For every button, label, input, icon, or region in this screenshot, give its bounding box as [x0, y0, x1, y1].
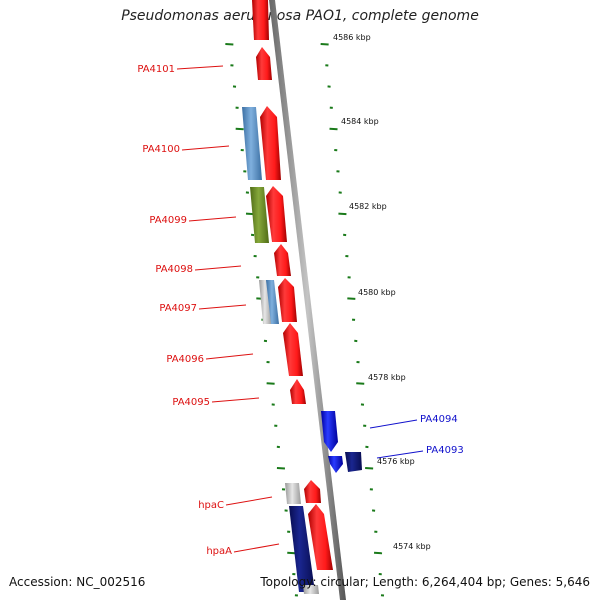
- gene-label-pa4096[interactable]: PA4096: [166, 354, 204, 365]
- gene-pa4093-a[interactable]: [328, 456, 343, 473]
- outer-ruler-tick: [356, 382, 365, 385]
- inner-ruler-ticks: [225, 43, 299, 597]
- outer-ruler-tick: [347, 297, 356, 300]
- gene-hpaa-grey-tail[interactable]: [303, 585, 319, 594]
- ruler-label-4584: 4584 kbp: [341, 117, 379, 126]
- outer-ruler-ticks: [320, 43, 385, 597]
- gene-pa4097[interactable]: [278, 278, 297, 322]
- gene-pa4097-grey[interactable]: [259, 280, 272, 324]
- gene-pa4097-steel[interactable]: [266, 280, 279, 324]
- inner-ruler-tick: [225, 43, 234, 46]
- outer-ruler-tick: [320, 43, 329, 46]
- gene-label-hpac[interactable]: hpaC: [198, 500, 224, 511]
- gene-label-pa4094[interactable]: PA4094: [420, 414, 458, 425]
- gene-pa4100-steel[interactable]: [242, 107, 262, 180]
- outer-ruler-tick: [373, 551, 383, 555]
- ruler-label-4586: 4586 kbp: [333, 33, 371, 42]
- gene-pa4094[interactable]: [321, 411, 338, 452]
- inner-ruler-tick: [287, 551, 296, 555]
- outer-ruler-tick: [365, 467, 374, 470]
- inner-ruler-tick: [235, 127, 244, 131]
- ruler-label-4574: 4574 kbp: [393, 542, 431, 551]
- ruler-label-4576: 4576 kbp: [377, 457, 415, 466]
- gene-pa4096[interactable]: [283, 323, 303, 376]
- accession-text: Accession: NC_002516: [9, 575, 146, 589]
- map-title: Pseudomonas aeruginosa PAO1, complete ge…: [121, 8, 479, 24]
- outer-ruler-tick: [329, 127, 338, 131]
- gene-pa4095[interactable]: [290, 379, 306, 404]
- gene-pa4100[interactable]: [260, 106, 281, 180]
- ruler-label-4580: 4580 kbp: [358, 288, 396, 297]
- inner-ruler-tick: [266, 382, 275, 385]
- outer-ruler-tick: [338, 212, 347, 216]
- gene-label-pa4093[interactable]: PA4093: [426, 445, 464, 456]
- gene-pa4099[interactable]: [266, 186, 287, 242]
- ruler-label-4582: 4582 kbp: [349, 202, 387, 211]
- gene-features: [242, 0, 362, 594]
- genome-backbone: [269, 0, 346, 600]
- inner-ruler-tick: [276, 467, 286, 470]
- gene-label-pa4100[interactable]: PA4100: [142, 144, 180, 155]
- gene-hpaa-navy[interactable]: [289, 506, 315, 592]
- gene-pa4098[interactable]: [274, 244, 291, 276]
- ruler-labels: 4586 kbp 4584 kbp 4582 kbp 4580 kbp 4578…: [333, 33, 431, 551]
- gene-hpac-grey[interactable]: [285, 483, 301, 504]
- gene-label-pa4099[interactable]: PA4099: [149, 215, 187, 226]
- gene-label-hpaa[interactable]: hpaA: [206, 546, 232, 557]
- genome-summary-text: Topology: circular; Length: 6,264,404 bp…: [260, 575, 590, 589]
- ruler-label-4578: 4578 kbp: [368, 373, 406, 382]
- gene-pa4099-olive[interactable]: [250, 187, 269, 243]
- gene-label-pa4101[interactable]: PA4101: [137, 64, 175, 75]
- gene-hpaa[interactable]: [308, 504, 333, 570]
- gene-label-pa4098[interactable]: PA4098: [155, 264, 193, 275]
- label-leader-lines: [176, 65, 424, 553]
- gene-hpac[interactable]: [304, 480, 321, 503]
- gene-labels: PA4101 PA4100 PA4099 PA4098 PA4097 PA409…: [137, 64, 463, 557]
- gene-pa4101[interactable]: [256, 47, 272, 80]
- gene-label-pa4097[interactable]: PA4097: [159, 303, 197, 314]
- gene-pa4101-top[interactable]: [252, 0, 269, 40]
- gene-label-pa4095[interactable]: PA4095: [172, 397, 210, 408]
- gene-pa4093-b[interactable]: [345, 452, 362, 472]
